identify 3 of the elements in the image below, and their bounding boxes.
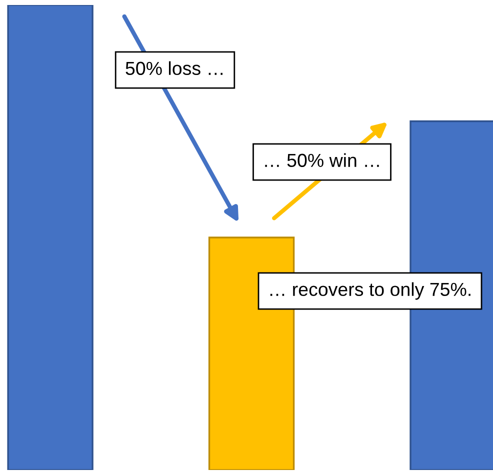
annotation: 50% loss … bbox=[126, 61, 222, 76]
annotation: … 50% win … bbox=[265, 153, 379, 168]
annotation: … recovers to only 75%. bbox=[270, 282, 470, 300]
